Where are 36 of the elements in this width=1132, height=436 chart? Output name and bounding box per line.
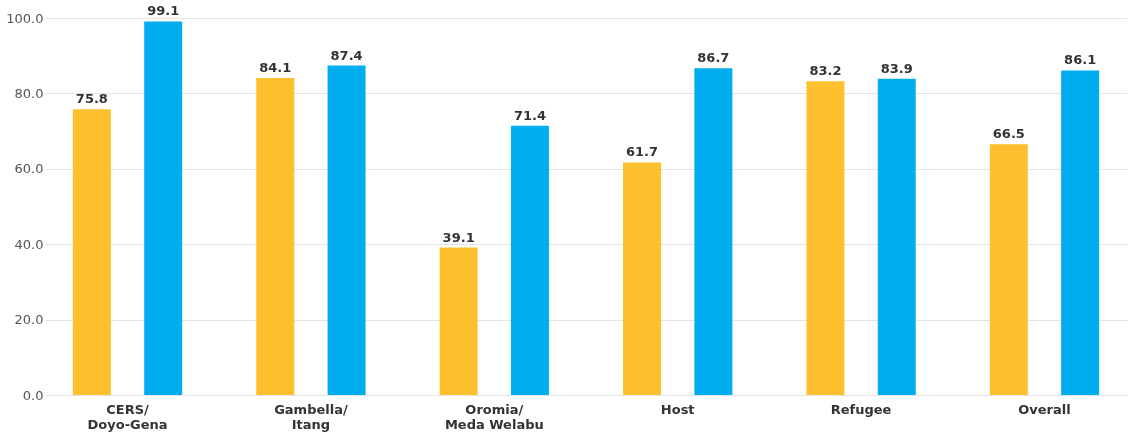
bar [623,162,662,395]
data-label: 86.1 [1064,52,1097,68]
y-tick-label: 40.0 [14,236,44,252]
x-tick-label: CERS/ Doyo-Gena [87,401,168,432]
y-tick-label: 100.0 [6,10,44,26]
bar [144,21,183,395]
data-label: 75.8 [75,91,108,107]
bar [694,68,733,395]
y-tick-label: 20.0 [14,312,44,328]
data-label: 83.9 [880,60,913,76]
data-label: 84.1 [259,59,292,75]
bar [877,78,916,395]
data-label: 86.7 [697,50,730,66]
bar [72,109,111,395]
data-label: 66.5 [992,126,1025,142]
x-tick-label: Oromia/ Meda Welabu [444,401,544,432]
bar [989,144,1028,395]
x-tick-label: Overall [1018,401,1071,417]
bar [327,65,366,395]
bar [439,247,478,395]
bar [510,125,549,395]
x-tick-label: Gambella/ Itang [274,401,348,432]
bar [1061,70,1100,395]
bar [256,77,295,395]
y-tick-label: 80.0 [14,85,44,101]
x-tick-label: Host [660,401,695,417]
data-label: 83.2 [809,63,842,79]
data-label: 61.7 [626,144,659,160]
data-label: 39.1 [442,229,475,245]
y-tick-label: 60.0 [14,161,44,177]
data-label: 71.4 [513,107,546,123]
y-tick-label: 0.0 [22,387,44,403]
data-label: 99.1 [147,3,180,19]
bar [806,81,845,395]
x-tick-label: Refugee [830,401,892,417]
data-label: 87.4 [330,47,363,63]
